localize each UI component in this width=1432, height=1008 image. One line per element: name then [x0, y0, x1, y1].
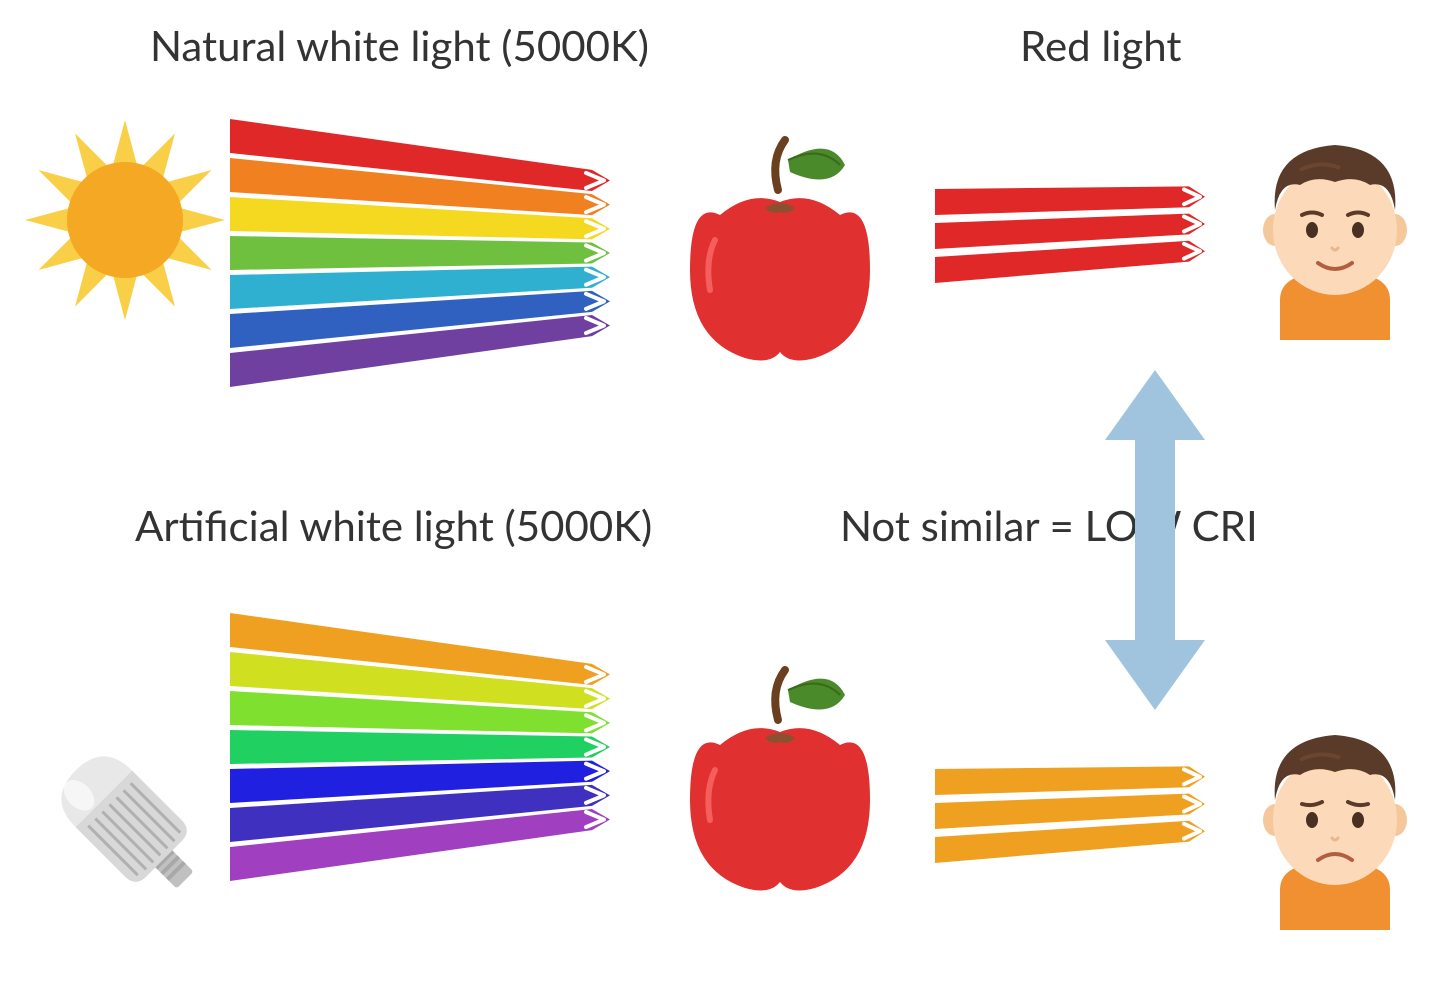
red-light-label: Red light	[1020, 20, 1181, 70]
led-bulb-icon	[25, 720, 225, 920]
natural-spectrum	[230, 108, 650, 398]
red-reflected-beams	[935, 170, 1235, 290]
natural-light-label: Natural white light (5000K)	[150, 20, 649, 70]
artificial-light-label: Artificial white light (5000K)	[135, 500, 652, 550]
orange-reflected-beams	[935, 750, 1235, 870]
apple-top-icon	[670, 130, 890, 370]
apple-bottom-icon	[670, 660, 890, 900]
sun-icon	[25, 120, 225, 320]
double-arrow-icon	[1100, 370, 1210, 710]
face-happy-icon	[1250, 130, 1420, 340]
face-sad-icon	[1250, 720, 1420, 930]
artificial-spectrum	[230, 602, 650, 892]
